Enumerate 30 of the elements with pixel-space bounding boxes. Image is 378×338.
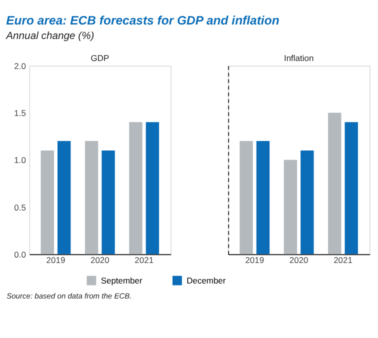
- x-tick-label: 2019: [245, 255, 264, 266]
- bar: [240, 141, 253, 254]
- bar: [256, 141, 270, 254]
- chart-title: Euro area: ECB forecasts for GDP and inflation: [6, 14, 280, 28]
- bar: [102, 150, 115, 254]
- bar: [284, 160, 298, 254]
- legend-label: September: [100, 275, 142, 286]
- y-tick-label: 0.0: [14, 249, 26, 260]
- x-tick-label: 2021: [134, 255, 154, 266]
- y-tick-label: 1.5: [14, 108, 26, 118]
- chart-subtitle: Annual change (%): [5, 30, 94, 42]
- y-tick-label: 0.5: [14, 202, 26, 212]
- text: Inflation: [284, 52, 314, 63]
- y-tick-label: 2.0: [14, 60, 26, 71]
- bar: [84, 141, 98, 254]
- bar: [57, 141, 71, 254]
- x-tick-label: 2020: [289, 255, 309, 266]
- bar: [328, 112, 342, 254]
- bar: [300, 150, 314, 254]
- y-tick-label: 1.0: [14, 155, 26, 166]
- bar: [146, 122, 160, 254]
- bar: [344, 122, 358, 254]
- source-note: Source: based on data from the ECB.: [6, 291, 132, 300]
- bar: [129, 122, 142, 254]
- x-tick-label: 2021: [334, 255, 353, 266]
- text: GDP: [90, 52, 110, 63]
- x-tick-label: 2019: [46, 255, 66, 266]
- bar: [40, 150, 54, 254]
- legend-label: December: [186, 275, 226, 286]
- x-tick-label: 2020: [90, 255, 110, 266]
